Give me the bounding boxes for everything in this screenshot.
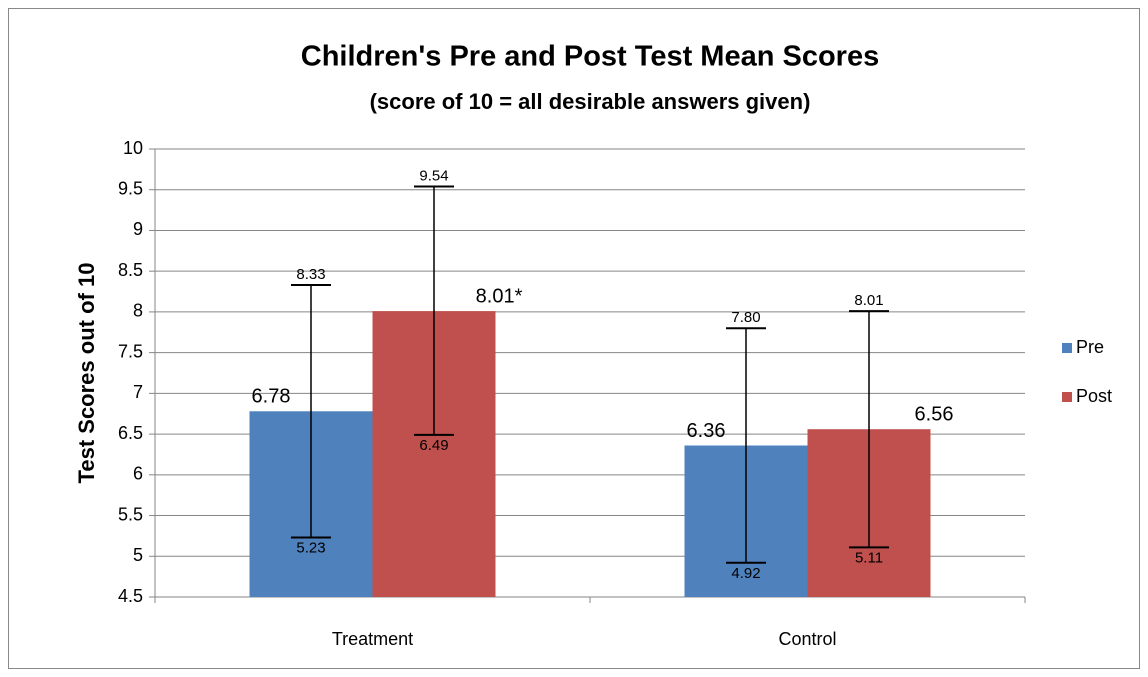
- y-axis-title: Test Scores out of 10: [74, 263, 99, 484]
- x-tick-label: Treatment: [332, 629, 413, 649]
- legend-swatch: [1062, 392, 1072, 402]
- legend-label: Pre: [1076, 337, 1104, 357]
- y-tick-label: 9.5: [118, 178, 143, 198]
- y-tick-label: 7.5: [118, 341, 143, 361]
- value-label: 6.78: [252, 386, 291, 408]
- error-high-label: 9.54: [419, 167, 448, 184]
- y-tick-label: 8: [133, 301, 143, 321]
- error-low-label: 5.23: [296, 540, 325, 557]
- x-tick-label: Control: [778, 629, 836, 649]
- chart-border: [8, 8, 1140, 669]
- value-label: 8.01*: [476, 285, 523, 307]
- y-tick-label: 5.5: [118, 504, 143, 524]
- error-high-label: 8.33: [296, 266, 325, 283]
- error-high-label: 7.80: [731, 309, 760, 326]
- y-tick-label: 7: [133, 382, 143, 402]
- chart-title: Children's Pre and Post Test Mean Scores: [301, 41, 879, 73]
- error-low-label: 5.11: [855, 549, 883, 566]
- y-tick-label: 10: [123, 138, 143, 158]
- y-tick-label: 4.5: [118, 586, 143, 606]
- error-low-label: 6.49: [419, 437, 448, 454]
- y-tick-label: 9: [133, 219, 143, 239]
- chart-subtitle: (score of 10 = all desirable answers giv…: [370, 89, 811, 114]
- y-tick-label: 5: [133, 545, 143, 565]
- error-low-label: 4.92: [731, 565, 760, 582]
- y-tick-label: 8.5: [118, 260, 143, 280]
- y-tick-label: 6: [133, 464, 143, 484]
- legend-label: Post: [1076, 386, 1112, 406]
- value-label: 6.36: [687, 420, 726, 442]
- error-high-label: 8.01: [854, 292, 883, 309]
- y-tick-label: 6.5: [118, 423, 143, 443]
- value-label: 6.56: [915, 403, 954, 425]
- legend-swatch: [1062, 343, 1072, 353]
